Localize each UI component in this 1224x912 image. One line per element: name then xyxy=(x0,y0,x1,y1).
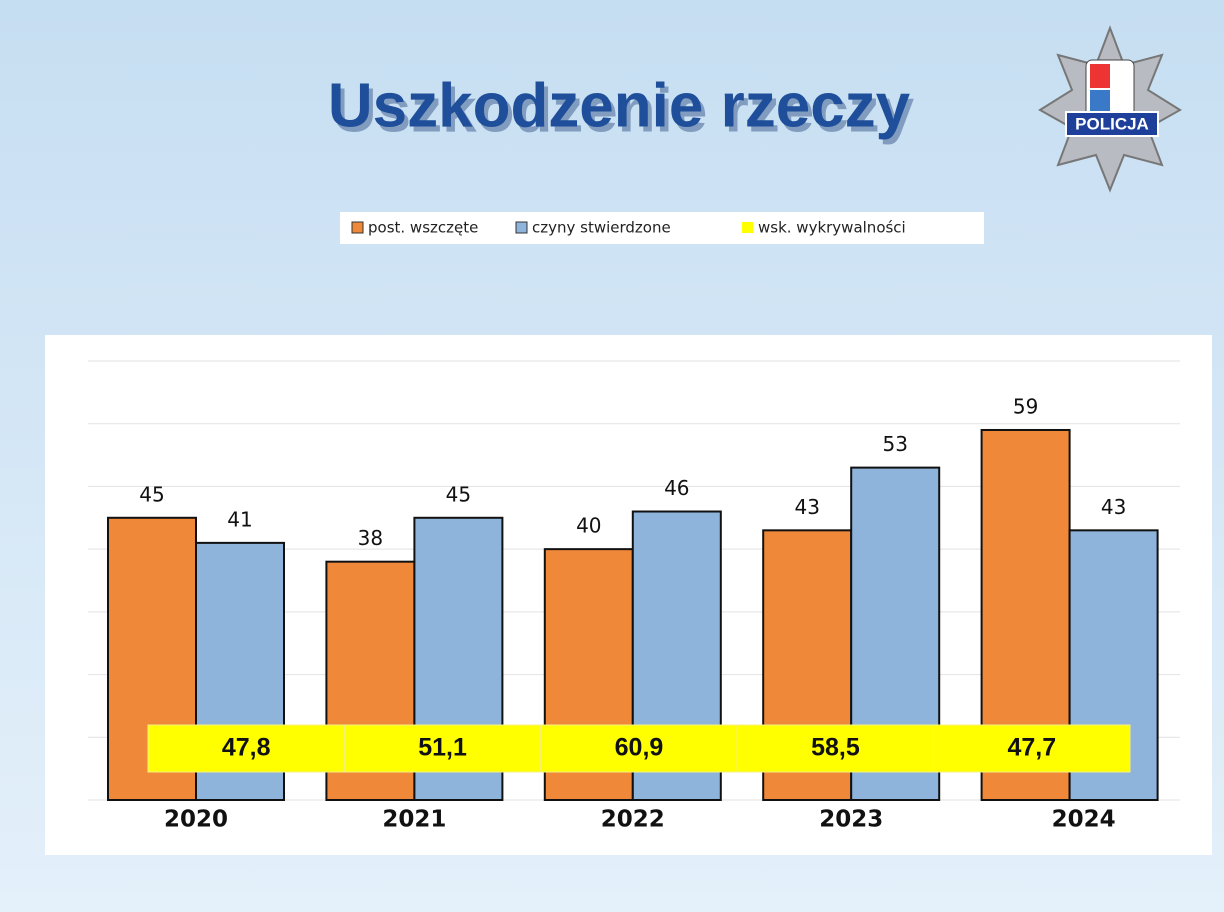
data-label: 38 xyxy=(358,526,383,550)
x-tick-label: 2023 xyxy=(819,807,883,833)
rate-label: 47,8 xyxy=(222,734,271,762)
data-label: 43 xyxy=(794,495,819,519)
data-label: 45 xyxy=(446,482,471,506)
logo-text: POLICJA xyxy=(1075,114,1149,133)
shield-field xyxy=(1090,64,1110,88)
rate-label: 47,7 xyxy=(1007,734,1056,762)
legend-swatch xyxy=(515,221,528,234)
data-label: 41 xyxy=(227,507,252,531)
data-label: 46 xyxy=(664,476,689,500)
rate-band xyxy=(147,724,345,773)
rate-label: 60,9 xyxy=(615,734,664,762)
data-label: 53 xyxy=(882,432,907,456)
data-label: 45 xyxy=(139,482,164,506)
x-tick-label: 2022 xyxy=(601,807,665,833)
logo-band xyxy=(1065,111,1159,137)
chart-title: Uszkodzenie rzeczy xyxy=(328,71,911,140)
legend-swatch xyxy=(351,221,364,234)
data-label: 59 xyxy=(1013,394,1038,418)
title-shadow: Uszkodzenie rzeczy xyxy=(332,76,915,145)
rate-band xyxy=(933,724,1131,773)
rate-band xyxy=(540,724,738,773)
rate-band xyxy=(343,724,542,773)
legend-label: wsk. wykrywalności xyxy=(758,219,906,237)
legend-swatch xyxy=(742,222,753,233)
data-label: 40 xyxy=(576,514,601,538)
data-label: 43 xyxy=(1101,495,1126,519)
shield-field xyxy=(1090,90,1110,114)
logo: POLICJA xyxy=(1038,25,1182,193)
legend-box xyxy=(340,212,984,244)
rate-label: 58,5 xyxy=(811,734,860,762)
legend-label: czyny stwierdzone xyxy=(532,219,671,237)
legend-label: post. wszczęte xyxy=(368,219,478,237)
rate-label: 51,1 xyxy=(418,734,467,762)
x-tick-label: 2024 xyxy=(1052,807,1116,833)
x-tick-label: 2020 xyxy=(164,807,228,833)
x-tick-label: 2021 xyxy=(382,807,446,833)
